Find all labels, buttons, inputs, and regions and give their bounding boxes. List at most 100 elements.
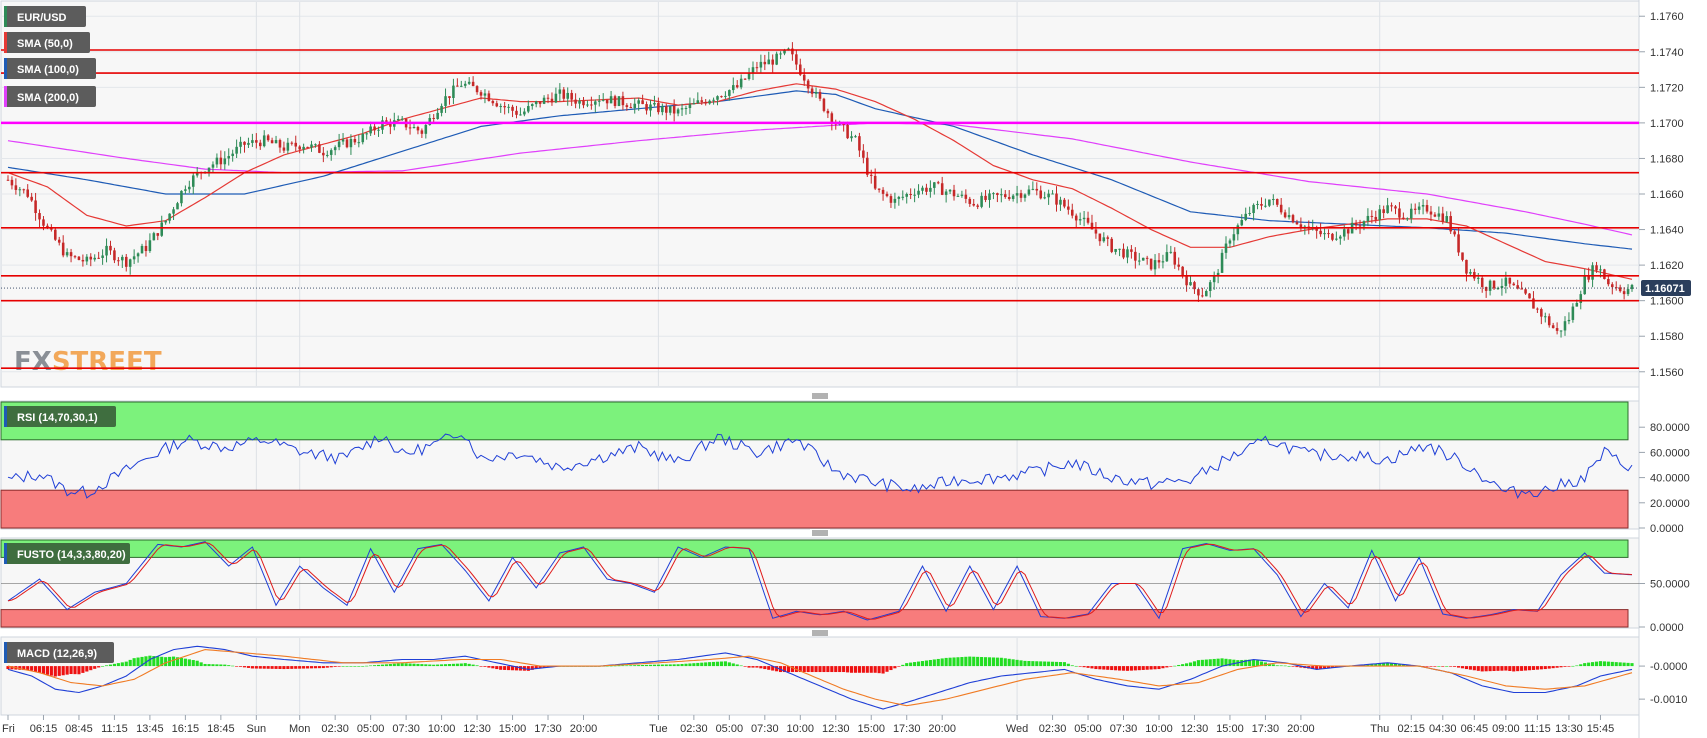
candle: [1173, 247, 1177, 269]
candle: [1240, 214, 1244, 227]
candle: [889, 193, 893, 208]
macd-histogram-bar: [1535, 666, 1539, 670]
macd-histogram-bar: [1157, 666, 1161, 670]
candle: [664, 103, 668, 121]
macd-histogram-bar: [1378, 663, 1382, 667]
candle: [172, 206, 175, 221]
sma-100-label[interactable]: SMA (100,0): [4, 58, 96, 79]
candle: [270, 137, 274, 144]
fusto-resize-handle[interactable]: [810, 529, 830, 536]
rsi-tick-label: 80.0000: [1650, 422, 1690, 434]
macd-histogram-bar: [739, 665, 743, 667]
candle: [802, 68, 806, 86]
macd-histogram-bar: [656, 664, 660, 667]
macd-resize-handle[interactable]: [810, 629, 830, 636]
candle: [1035, 182, 1039, 196]
macd-histogram-bar: [1401, 664, 1405, 667]
candle: [657, 97, 660, 115]
candle: [917, 184, 920, 199]
rsi-resize-handle[interactable]: [810, 392, 830, 399]
candle: [527, 100, 530, 114]
candle: [389, 118, 392, 135]
candle: [448, 96, 451, 105]
macd-histogram-bar: [1567, 666, 1571, 667]
macd-histogram-bar: [459, 663, 463, 667]
candle: [57, 236, 61, 246]
instrument-label[interactable]: EUR/USD: [4, 6, 86, 27]
macd-histogram-bar: [1559, 666, 1563, 668]
candle: [1102, 232, 1106, 243]
candle: [1425, 199, 1429, 214]
macd-histogram-bar: [1161, 666, 1165, 669]
candle: [266, 134, 270, 142]
macd-histogram-bar: [1397, 664, 1402, 667]
macd-histogram-bar: [1563, 666, 1567, 667]
candle: [1496, 286, 1500, 290]
macd-histogram-bar: [747, 666, 751, 668]
candle: [1622, 287, 1626, 300]
macd-histogram-bar: [499, 666, 503, 670]
candle: [188, 180, 191, 193]
macd-label[interactable]: MACD (12,26,9): [4, 642, 114, 663]
macd-histogram-bar: [116, 663, 120, 667]
macd-histogram-bar: [1039, 661, 1043, 667]
rsi-label[interactable]: RSI (14,70,30,1): [4, 406, 116, 427]
svg-text:FXSTREET: FXSTREET: [14, 347, 162, 377]
candle: [294, 135, 298, 152]
fusto-tick-label: 50.0000: [1650, 579, 1690, 591]
time-tick-label: 17:30: [534, 723, 562, 735]
candle: [223, 151, 227, 170]
candle: [1421, 199, 1425, 215]
candle: [180, 190, 183, 207]
sma-50-label[interactable]: SMA (50,0): [4, 32, 90, 53]
candle: [1015, 185, 1019, 204]
candle: [329, 148, 333, 161]
macd-histogram-bar: [865, 666, 869, 673]
last-price-tag: 1.16071: [1641, 280, 1691, 297]
candle: [73, 255, 77, 259]
candle: [992, 192, 995, 200]
macd-histogram-bar: [1279, 665, 1283, 667]
macd-histogram-bar: [471, 664, 475, 667]
time-tick-label: 16:15: [172, 723, 200, 735]
candle: [668, 105, 672, 116]
macd-histogram-bar: [1531, 666, 1536, 670]
candle: [1023, 193, 1027, 202]
candle: [653, 95, 656, 107]
candle: [1551, 322, 1555, 329]
macd-histogram-bar: [648, 664, 653, 667]
candle: [152, 231, 156, 241]
macd-histogram-bar: [909, 662, 913, 667]
rsi-tick-label: 60.0000: [1650, 447, 1690, 459]
candle: [1287, 207, 1291, 220]
candle: [136, 252, 140, 263]
macd-histogram-bar: [1330, 666, 1334, 668]
candle: [1275, 198, 1279, 207]
macd-histogram-bar: [65, 666, 69, 675]
time-tick-label: 12:30: [822, 723, 850, 735]
candle: [1358, 219, 1362, 234]
macd-histogram-bar: [1539, 666, 1543, 670]
macd-histogram-bar: [57, 666, 61, 676]
fusto-label[interactable]: FUSTO (14,3,3,80,20): [4, 543, 130, 564]
macd-histogram-bar: [1472, 666, 1476, 671]
candle: [732, 77, 735, 94]
sma-200-label[interactable]: SMA (200,0): [4, 86, 96, 107]
fxstreet-logo: FXSTREET: [14, 347, 162, 377]
macd-histogram-bar: [802, 666, 806, 673]
macd-histogram-bar: [286, 666, 290, 669]
time-tick-label: 15:00: [857, 723, 885, 735]
candle: [988, 189, 991, 208]
time-tick-label: 04:30: [1429, 723, 1457, 735]
candle: [684, 105, 688, 115]
candle: [310, 140, 313, 152]
candle: [1070, 203, 1074, 219]
macd-histogram-bar: [479, 666, 483, 667]
macd-histogram-bar: [373, 665, 377, 667]
candle: [1078, 212, 1082, 226]
macd-histogram-bar: [688, 663, 692, 667]
candle: [909, 188, 912, 200]
candle: [1520, 281, 1523, 290]
candle: [262, 130, 266, 148]
candle: [1524, 287, 1527, 295]
